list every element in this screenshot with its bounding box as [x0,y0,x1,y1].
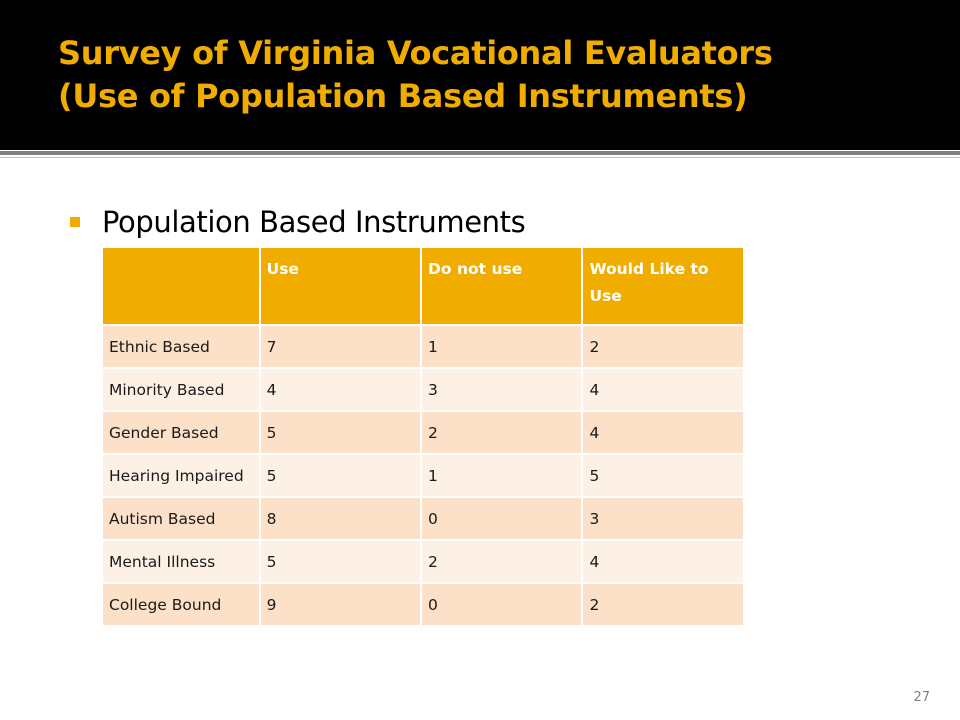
do-not-use-cell: 2 [422,412,582,453]
use-cell: 5 [260,455,421,496]
do-not-use-cell: 3 [422,369,582,410]
use-cell: 9 [260,584,421,625]
slide-title-line-1: Survey of Virginia Vocational Evaluators [58,34,773,72]
use-cell: 4 [260,369,421,410]
table-row: Hearing Impaired 5 1 5 [103,455,743,496]
square-bullet-icon [70,217,80,227]
header-cell-do-not-use: Do not use [422,248,582,324]
use-cell: 8 [260,498,421,539]
row-label: College Bound [103,584,259,625]
would-like-to-use-cell: 4 [583,541,743,582]
do-not-use-cell: 1 [422,455,582,496]
use-cell: 7 [260,326,421,367]
bullet-item: Population Based Instruments [70,200,526,244]
row-label: Minority Based [103,369,259,410]
slide-title-line-2: (Use of Population Based Instruments) [58,77,748,115]
do-not-use-cell: 0 [422,584,582,625]
would-like-to-use-cell: 4 [583,369,743,410]
table-row: Gender Based 5 2 4 [103,412,743,453]
do-not-use-cell: 0 [422,498,582,539]
header-cell-would-like-to-use: Would Like to Use [583,248,743,324]
survey-table: Use Do not use Would Like to Use Ethnic … [101,246,745,627]
row-label: Hearing Impaired [103,455,259,496]
do-not-use-cell: 2 [422,541,582,582]
title-bar: Survey of Virginia Vocational Evaluators… [0,0,960,150]
header-cell-use: Use [260,248,421,324]
row-label: Autism Based [103,498,259,539]
slide-title: Survey of Virginia Vocational Evaluators… [58,32,938,118]
title-divider [0,151,960,155]
would-like-to-use-cell: 4 [583,412,743,453]
table-row: Mental Illness 5 2 4 [103,541,743,582]
use-cell: 5 [260,541,421,582]
table-header-row: Use Do not use Would Like to Use [103,248,743,324]
use-cell: 5 [260,412,421,453]
row-label: Gender Based [103,412,259,453]
would-like-to-use-cell: 2 [583,584,743,625]
title-divider-thin [0,157,960,158]
row-label: Ethnic Based [103,326,259,367]
table-row: Minority Based 4 3 4 [103,369,743,410]
would-like-to-use-cell: 2 [583,326,743,367]
table-row: College Bound 9 0 2 [103,584,743,625]
do-not-use-cell: 1 [422,326,582,367]
bullet-text: Population Based Instruments [102,205,526,239]
would-like-to-use-cell: 3 [583,498,743,539]
page-number: 27 [913,690,930,705]
header-cell-corner [103,248,259,324]
row-label: Mental Illness [103,541,259,582]
table-row: Autism Based 8 0 3 [103,498,743,539]
would-like-to-use-cell: 5 [583,455,743,496]
table-row: Ethnic Based 7 1 2 [103,326,743,367]
